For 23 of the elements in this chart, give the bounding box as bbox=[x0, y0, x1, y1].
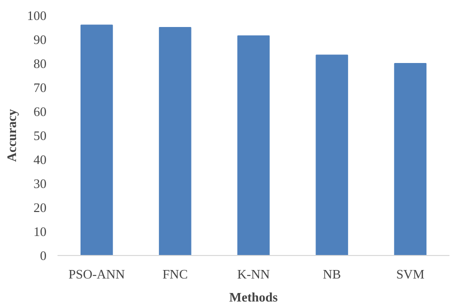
y-tick-label: 70 bbox=[34, 80, 46, 95]
bar bbox=[316, 54, 348, 256]
y-tick-label: 20 bbox=[34, 200, 46, 215]
y-tick-label: 30 bbox=[34, 176, 46, 191]
bar bbox=[80, 24, 113, 256]
x-tick-label: PSO-ANN bbox=[68, 266, 126, 282]
bar bbox=[237, 35, 270, 256]
bar bbox=[158, 27, 192, 256]
y-tick-label: 10 bbox=[34, 224, 46, 239]
y-tick-label: 50 bbox=[34, 128, 46, 143]
x-tick-label: FNC bbox=[162, 266, 188, 282]
y-tick-label: 90 bbox=[34, 32, 46, 47]
y-tick-label: 80 bbox=[34, 56, 46, 71]
x-tick-label: SVM bbox=[396, 266, 425, 282]
x-tick-label: K-NN bbox=[237, 266, 270, 282]
y-tick-label: 0 bbox=[40, 248, 46, 263]
y-tick-label: 100 bbox=[27, 8, 46, 23]
x-axis-title: Methods bbox=[229, 290, 278, 304]
bar bbox=[394, 63, 426, 256]
y-tick-label: 40 bbox=[34, 152, 46, 167]
y-tick-label: 60 bbox=[34, 104, 46, 119]
x-tick-label: NB bbox=[322, 266, 342, 282]
y-axis-title: Accuracy bbox=[4, 108, 19, 162]
